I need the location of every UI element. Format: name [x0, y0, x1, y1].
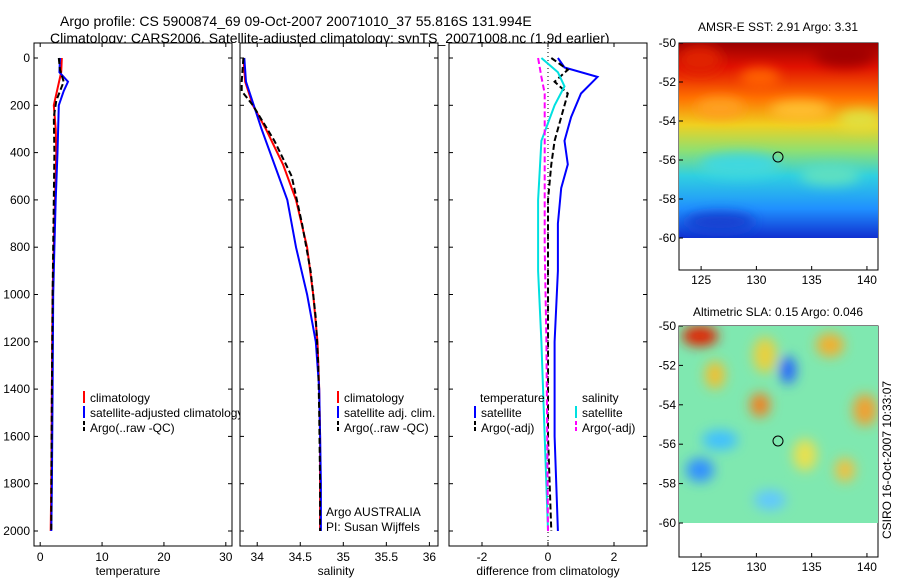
y-tick-label: 1000: [3, 288, 30, 302]
x-tick-label: 34.5: [289, 550, 313, 564]
map-y-tick-label: -58: [659, 477, 677, 491]
y-tick-label: 600: [10, 193, 30, 207]
y-tick-label: 800: [10, 240, 30, 254]
map-y-tick-label: -58: [659, 192, 677, 206]
y-tick-label: 1200: [3, 335, 30, 349]
series-line-3: [537, 57, 549, 532]
sla-heatmap: [679, 326, 878, 523]
legend-group-salinity: salinity: [582, 391, 619, 405]
legend-label-temp-argo: Argo(-adj): [481, 421, 534, 435]
x-tick-label: -2: [477, 550, 488, 564]
series-line-1: [50, 57, 70, 532]
map-x-tick-label: 135: [802, 560, 822, 574]
sst-profile-marker: [772, 151, 784, 163]
series-line-2: [240, 57, 322, 531]
figure-title-line2: Climatology: CARS2006. Satellite-adjuste…: [50, 30, 610, 46]
legend-label-climatology: climatology: [344, 391, 404, 405]
x-tick-label: 35.5: [375, 550, 399, 564]
y-tick-label: 1800: [3, 477, 30, 491]
x-tick-label: 30: [219, 550, 233, 564]
map-x-tick-label: 125: [691, 273, 711, 287]
salinity-xlabel: salinity: [318, 564, 355, 578]
legend-group-temperature: temperature: [480, 391, 545, 405]
legend-label-satellite: satellite adj. clim.: [344, 406, 435, 420]
y-tick-label: 0: [23, 51, 30, 65]
figure-title-line1: Argo profile: CS 5900874_69 09-Oct-2007 …: [60, 13, 532, 29]
x-tick-label: 0: [545, 550, 552, 564]
difference-series: [537, 57, 600, 532]
legend-label-climatology: climatology: [90, 391, 150, 405]
difference-plot-area: [448, 42, 648, 547]
sst-axis-ticks: 125 130 135 140 -50 -52 -54 -56 -58 -60: [659, 36, 878, 287]
temperature-panel: 0 10 20 30 0 200 400 600 800 1000 1200 1400 1600 1800…: [3, 42, 243, 578]
map-y-tick-label: -50: [659, 36, 677, 50]
sla-map-panel: Altimetric SLA: 0.15 Argo: 0.046 125 130 1…: [659, 305, 879, 574]
y-tick-label: 1400: [3, 382, 30, 396]
map-y-tick-label: -56: [659, 153, 677, 167]
map-y-tick-label: -60: [659, 231, 677, 245]
legend-label-satellite: satellite-adjusted climatology: [90, 406, 243, 420]
temperature-plot-area: [33, 42, 233, 547]
map-x-tick-label: 130: [746, 560, 766, 574]
difference-panel: -2 0 2 temperature satellite Argo(-adj) sa…: [448, 42, 648, 578]
sst-map-panel: AMSR-E SST: 2.91 Argo: 3.31 125 130 135 140…: [659, 20, 879, 287]
y-tick-label: 200: [10, 98, 30, 112]
sla-map-title: Altimetric SLA: 0.15 Argo: 0.046: [693, 305, 863, 319]
map-x-tick-label: 130: [746, 273, 766, 287]
side-timestamp: CSIRO 16-Oct-2007 10:33:07: [880, 381, 894, 539]
sst-heatmap: [679, 43, 878, 238]
difference-legend: temperature satellite Argo(-adj) salinit…: [474, 391, 635, 435]
difference-axis-ticks: -2 0 2: [449, 43, 647, 564]
y-tick-label: 2000: [3, 524, 30, 538]
map-y-tick-label: -60: [659, 516, 677, 530]
sst-map-title: AMSR-E SST: 2.91 Argo: 3.31: [698, 20, 858, 34]
x-tick-label: 36: [423, 550, 437, 564]
map-y-tick-label: -52: [659, 358, 677, 372]
temperature-axis-ticks: 0 10 20 30 0 200 400 600 800 1000 1200 1400 1600 1800…: [3, 43, 233, 564]
x-tick-label: 35: [337, 550, 351, 564]
annotation-pi: PI: Susan Wijffels: [326, 520, 420, 534]
difference-xlabel: difference from climatology: [476, 564, 619, 578]
x-tick-label: 34: [251, 550, 265, 564]
y-tick-label: 1600: [3, 429, 30, 443]
legend-label-sal-satellite: satellite: [582, 406, 623, 420]
map-x-tick-label: 125: [691, 560, 711, 574]
map-y-tick-label: -52: [659, 75, 677, 89]
salinity-panel: 34 34.5 35 35.5 36 climatology satellite adj…: [239, 42, 439, 578]
x-tick-label: 10: [95, 550, 109, 564]
annotation-argo-australia: Argo AUSTRALIA: [326, 505, 421, 519]
legend-label-argo: Argo(..raw -QC): [90, 421, 175, 435]
x-tick-label: 20: [157, 550, 171, 564]
legend-label-argo: Argo(..raw -QC): [344, 421, 429, 435]
map-y-tick-label: -54: [659, 114, 677, 128]
x-tick-label: 0: [37, 550, 44, 564]
map-y-tick-label: -56: [659, 437, 677, 451]
sla-profile-marker: [772, 435, 784, 447]
map-x-tick-label: 140: [857, 273, 877, 287]
series-line-1: [243, 57, 322, 531]
legend-label-sal-argo: Argo(-adj): [582, 421, 635, 435]
x-tick-label: 2: [611, 550, 618, 564]
sla-axis-ticks: 125 130 135 140 -50 -52 -54 -56 -58 -60: [659, 319, 878, 574]
legend-label-temp-satellite: satellite: [481, 406, 522, 420]
salinity-series: [240, 57, 322, 531]
temperature-legend: climatology satellite-adjusted climatolo…: [83, 391, 243, 435]
map-y-tick-label: -54: [659, 398, 677, 412]
map-y-tick-label: -50: [659, 319, 677, 333]
temperature-series: [49, 57, 70, 532]
salinity-legend: climatology satellite adj. clim. Argo(..…: [326, 391, 435, 534]
series-line-2: [537, 57, 566, 532]
series-line-0: [553, 57, 600, 532]
y-tick-label: 400: [10, 146, 30, 160]
map-x-tick-label: 140: [857, 560, 877, 574]
salinity-axis-ticks: 34 34.5 35 35.5 36: [240, 43, 438, 564]
map-x-tick-label: 135: [802, 273, 822, 287]
series-line-2: [50, 57, 65, 531]
temperature-xlabel: temperature: [96, 564, 161, 578]
salinity-plot-area: [239, 42, 439, 547]
